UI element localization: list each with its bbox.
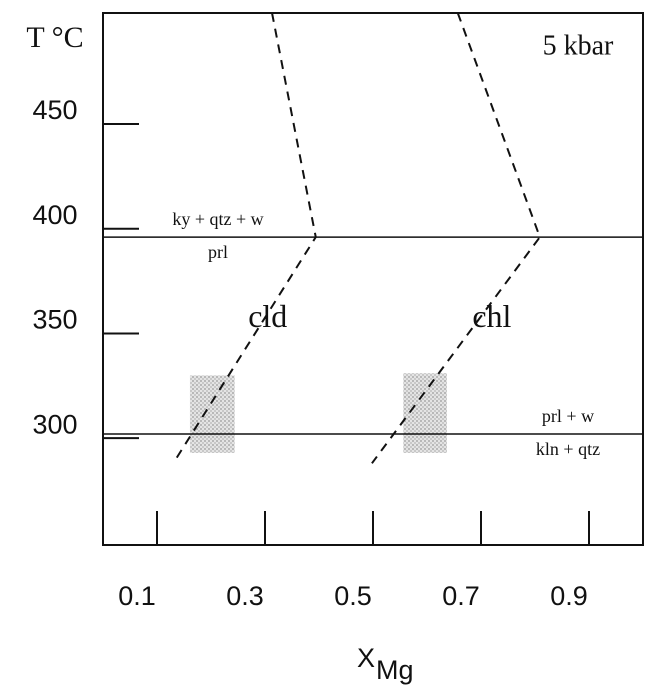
y-tick-label: 400: [32, 200, 77, 230]
y-tick-label: 350: [32, 305, 77, 335]
x-tick-label: 0.3: [226, 581, 264, 611]
series-label: chl: [472, 298, 511, 334]
x-axis-label-sub: Mg: [376, 655, 414, 685]
x-tick-label: 0.7: [442, 581, 480, 611]
reaction-lower: prl: [208, 242, 228, 262]
plot-frame: [102, 12, 644, 546]
series-label: cld: [248, 298, 287, 334]
reaction-lower: kln + qtz: [536, 439, 600, 459]
shaded-region: [189, 375, 235, 453]
phase-line: [371, 12, 541, 464]
x-axis-label: X: [357, 643, 375, 673]
reaction-upper: ky + qtz + w: [172, 209, 263, 229]
annotation: 5 kbar: [543, 30, 614, 61]
shaded-region: [403, 373, 447, 453]
reaction-upper: prl + w: [542, 406, 594, 426]
y-axis-label: T °C: [26, 21, 83, 54]
y-tick-label: 300: [32, 409, 77, 439]
x-tick-label: 0.5: [334, 581, 372, 611]
x-tick-label: 0.9: [550, 581, 588, 611]
y-tick-label: 450: [32, 95, 77, 125]
phase-line: [172, 12, 317, 464]
x-tick-label: 0.1: [118, 581, 156, 611]
